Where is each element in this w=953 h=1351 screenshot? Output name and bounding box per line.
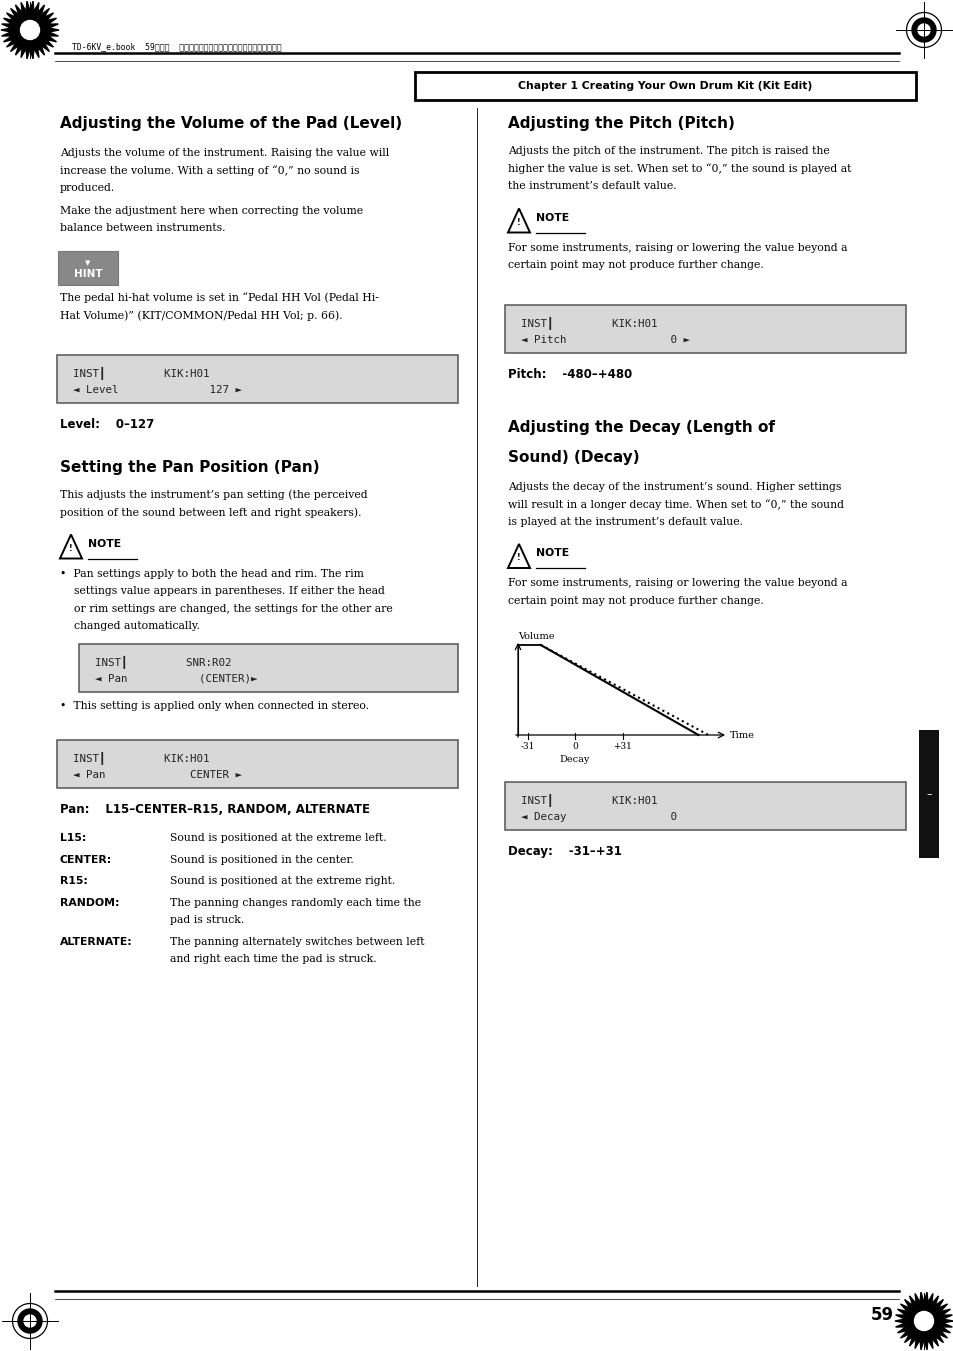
FancyBboxPatch shape xyxy=(504,782,905,830)
FancyBboxPatch shape xyxy=(79,643,457,692)
Text: INST┃         KIK:H01: INST┃ KIK:H01 xyxy=(520,316,657,330)
Text: ◄ Decay                0: ◄ Decay 0 xyxy=(520,812,677,821)
Text: -31: -31 xyxy=(519,742,534,751)
Text: The panning alternately switches between left: The panning alternately switches between… xyxy=(170,936,424,947)
FancyBboxPatch shape xyxy=(57,740,457,788)
Text: Adjusts the decay of the instrument’s sound. Higher settings: Adjusts the decay of the instrument’s so… xyxy=(507,481,841,492)
FancyBboxPatch shape xyxy=(57,354,457,403)
Circle shape xyxy=(20,20,39,39)
Text: Decay:  -31–+31: Decay: -31–+31 xyxy=(507,844,621,858)
Text: Pan:  L15–CENTER–R15, RANDOM, ALTERNATE: Pan: L15–CENTER–R15, RANDOM, ALTERNATE xyxy=(60,802,370,816)
Text: RANDOM:: RANDOM: xyxy=(60,897,119,908)
Text: +31: +31 xyxy=(613,742,631,751)
Polygon shape xyxy=(894,1292,952,1350)
Text: This adjusts the instrument’s pan setting (the perceived: This adjusts the instrument’s pan settin… xyxy=(60,489,367,500)
Text: certain point may not produce further change.: certain point may not produce further ch… xyxy=(507,596,763,605)
Text: Volume: Volume xyxy=(517,632,554,640)
Text: The pedal hi-hat volume is set in “Pedal HH Vol (Pedal Hi-: The pedal hi-hat volume is set in “Pedal… xyxy=(60,293,378,303)
Text: increase the volume. With a setting of “0,” no sound is: increase the volume. With a setting of “… xyxy=(60,166,359,176)
Text: pad is struck.: pad is struck. xyxy=(170,915,244,925)
Text: Pitch:  -480–+480: Pitch: -480–+480 xyxy=(507,367,632,381)
Text: CENTER:: CENTER: xyxy=(60,854,112,865)
Text: HINT: HINT xyxy=(73,269,102,280)
Text: INST┃         SNR:R02: INST┃ SNR:R02 xyxy=(95,655,232,669)
Text: Setting the Pan Position (Pan): Setting the Pan Position (Pan) xyxy=(60,459,319,474)
Text: Sound) (Decay): Sound) (Decay) xyxy=(507,450,639,465)
Text: produced.: produced. xyxy=(60,182,115,193)
Text: Decay: Decay xyxy=(559,755,590,765)
Text: INST┃         KIK:H01: INST┃ KIK:H01 xyxy=(73,753,210,765)
Text: 59: 59 xyxy=(870,1306,893,1324)
Text: ALTERNATE:: ALTERNATE: xyxy=(60,936,132,947)
Text: Adjusting the Pitch (Pitch): Adjusting the Pitch (Pitch) xyxy=(507,116,734,131)
Text: balance between instruments.: balance between instruments. xyxy=(60,223,225,232)
Text: ◄ Pan             CENTER ►: ◄ Pan CENTER ► xyxy=(73,770,242,780)
Text: Chapter 1 Creating Your Own Drum Kit (Kit Edit): Chapter 1 Creating Your Own Drum Kit (Ki… xyxy=(517,81,812,91)
Circle shape xyxy=(914,1312,933,1331)
Text: TD-6KV_e.book  59ページ  ２００５年１月２４日　月曜日　午後７時４分: TD-6KV_e.book 59ページ ２００５年１月２４日 月曜日 午後７時４… xyxy=(71,42,281,51)
Text: Adjusts the pitch of the instrument. The pitch is raised the: Adjusts the pitch of the instrument. The… xyxy=(507,146,829,155)
Text: and right each time the pad is struck.: and right each time the pad is struck. xyxy=(170,954,376,965)
Text: will result in a longer decay time. When set to “0,” the sound: will result in a longer decay time. When… xyxy=(507,499,843,509)
Polygon shape xyxy=(60,535,82,558)
Circle shape xyxy=(18,1309,42,1333)
Text: NOTE: NOTE xyxy=(536,212,569,223)
FancyBboxPatch shape xyxy=(504,304,905,353)
Text: –: – xyxy=(925,789,931,798)
Text: 0: 0 xyxy=(572,742,578,751)
Text: is played at the instrument’s default value.: is played at the instrument’s default va… xyxy=(507,516,742,527)
Text: !: ! xyxy=(70,544,72,553)
Text: For some instruments, raising or lowering the value beyond a: For some instruments, raising or lowerin… xyxy=(507,578,846,588)
Text: !: ! xyxy=(517,554,520,562)
FancyBboxPatch shape xyxy=(58,250,118,285)
Bar xyxy=(918,730,938,858)
Polygon shape xyxy=(1,1,59,59)
Text: Adjusting the Decay (Length of: Adjusting the Decay (Length of xyxy=(507,420,774,435)
Text: ▼: ▼ xyxy=(85,259,91,266)
Text: Make the adjustment here when correcting the volume: Make the adjustment here when correcting… xyxy=(60,205,363,216)
Text: higher the value is set. When set to “0,” the sound is played at: higher the value is set. When set to “0,… xyxy=(507,163,850,174)
Polygon shape xyxy=(507,544,530,567)
Text: changed automatically.: changed automatically. xyxy=(60,621,200,631)
Text: Sound is positioned in the center.: Sound is positioned in the center. xyxy=(170,854,354,865)
Text: INST┃         KIK:H01: INST┃ KIK:H01 xyxy=(73,366,210,380)
Text: R15:: R15: xyxy=(60,875,88,886)
Text: position of the sound between left and right speakers).: position of the sound between left and r… xyxy=(60,507,361,517)
Text: ◄ Pitch                0 ►: ◄ Pitch 0 ► xyxy=(520,335,689,345)
Text: •  This setting is applied only when connected in stereo.: • This setting is applied only when conn… xyxy=(60,701,369,711)
Text: •  Pan settings apply to both the head and rim. The rim: • Pan settings apply to both the head an… xyxy=(60,569,363,578)
Text: or rim settings are changed, the settings for the other are: or rim settings are changed, the setting… xyxy=(60,604,393,613)
Text: ◄ Level              127 ►: ◄ Level 127 ► xyxy=(73,385,242,394)
Text: NOTE: NOTE xyxy=(88,539,121,549)
Circle shape xyxy=(911,18,935,42)
Text: the instrument’s default value.: the instrument’s default value. xyxy=(507,181,676,190)
FancyBboxPatch shape xyxy=(415,72,915,100)
Text: L15:: L15: xyxy=(60,834,87,843)
Text: Level:  0–127: Level: 0–127 xyxy=(60,417,154,431)
Text: Sound is positioned at the extreme left.: Sound is positioned at the extreme left. xyxy=(170,834,386,843)
Circle shape xyxy=(917,24,929,36)
Text: settings value appears in parentheses. If either the head: settings value appears in parentheses. I… xyxy=(60,586,384,596)
Circle shape xyxy=(24,1315,36,1327)
Text: Hat Volume)” (KIT/COMMON/Pedal HH Vol; p. 66).: Hat Volume)” (KIT/COMMON/Pedal HH Vol; p… xyxy=(60,309,342,320)
Text: Adjusts the volume of the instrument. Raising the value will: Adjusts the volume of the instrument. Ra… xyxy=(60,149,389,158)
Text: NOTE: NOTE xyxy=(536,549,569,558)
Text: Sound is positioned at the extreme right.: Sound is positioned at the extreme right… xyxy=(170,875,395,886)
Text: !: ! xyxy=(517,218,520,227)
Text: For some instruments, raising or lowering the value beyond a: For some instruments, raising or lowerin… xyxy=(507,242,846,253)
Text: certain point may not produce further change.: certain point may not produce further ch… xyxy=(507,259,763,270)
Text: INST┃         KIK:H01: INST┃ KIK:H01 xyxy=(520,794,657,807)
Text: The panning changes randomly each time the: The panning changes randomly each time t… xyxy=(170,897,420,908)
Polygon shape xyxy=(507,208,530,232)
Text: Time: Time xyxy=(729,731,754,739)
Text: ◄ Pan           (CENTER)►: ◄ Pan (CENTER)► xyxy=(95,674,257,684)
Text: Adjusting the Volume of the Pad (Level): Adjusting the Volume of the Pad (Level) xyxy=(60,116,402,131)
